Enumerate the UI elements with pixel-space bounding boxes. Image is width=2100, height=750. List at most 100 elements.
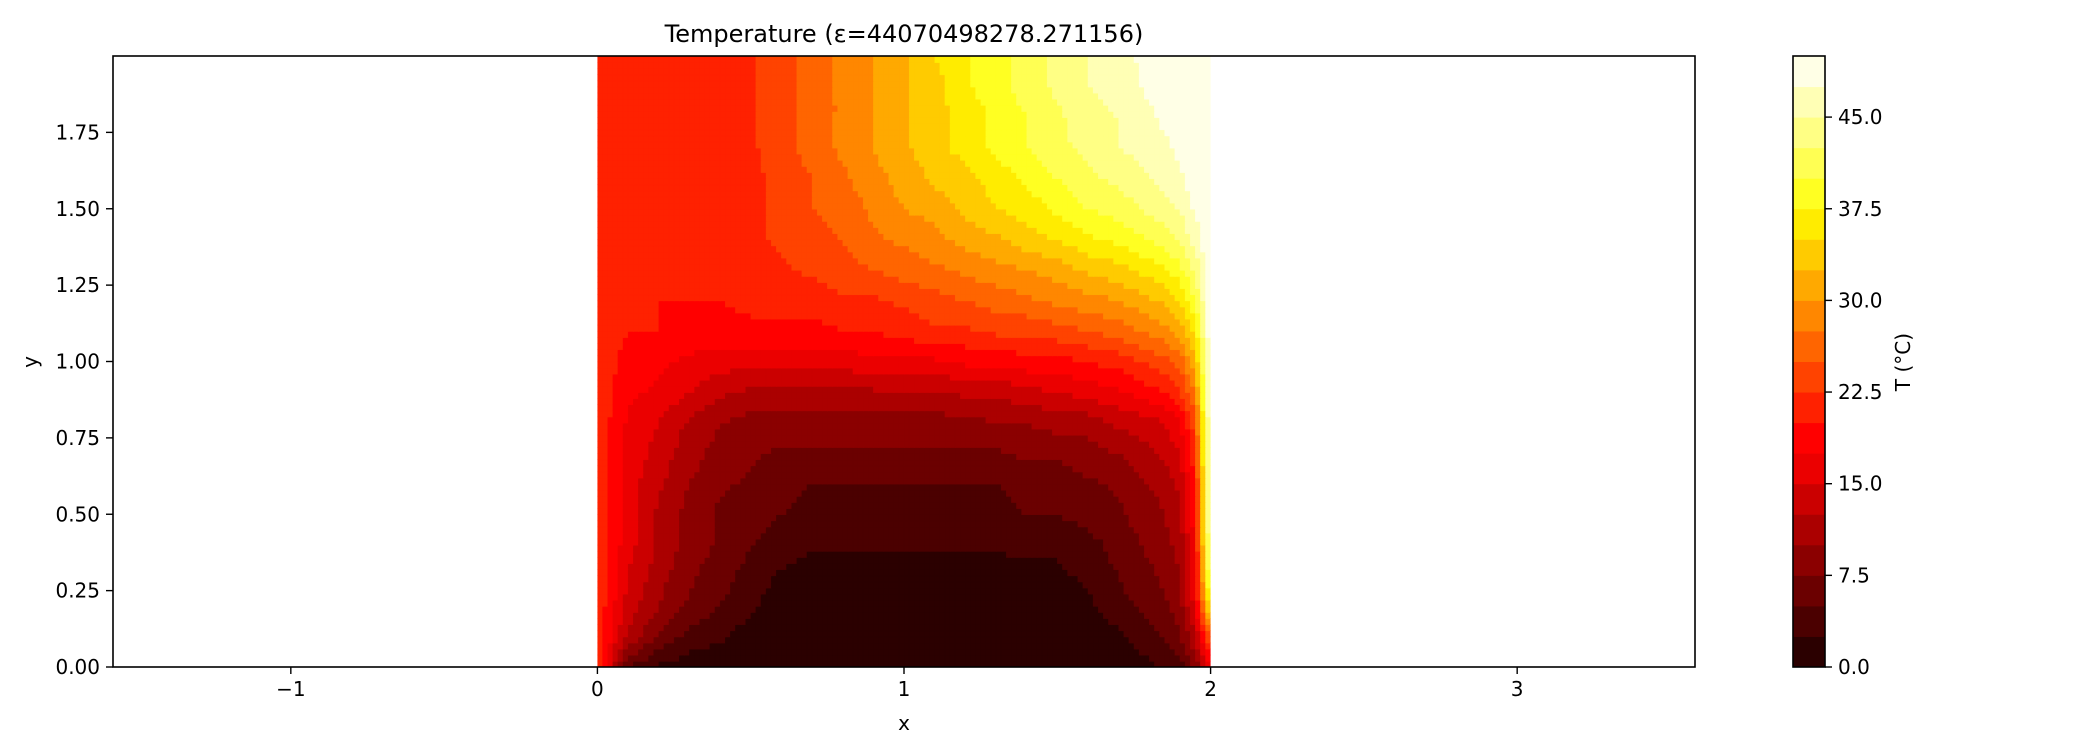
field-cell xyxy=(668,630,675,638)
field-cell xyxy=(1057,624,1064,632)
field-cell xyxy=(878,642,885,650)
field-cell xyxy=(868,520,875,528)
field-cell xyxy=(801,495,808,503)
field-cell xyxy=(1021,477,1028,485)
field-cell xyxy=(1179,514,1186,522)
field-cell xyxy=(1205,446,1211,454)
field-cell xyxy=(1036,514,1043,522)
field-cell xyxy=(1046,416,1053,424)
field-cell xyxy=(1159,642,1166,650)
field-cell xyxy=(689,599,696,607)
field-cell xyxy=(1041,495,1048,503)
field-cell xyxy=(806,605,813,613)
field-cell xyxy=(842,575,849,583)
field-cell xyxy=(699,434,706,442)
field-cell xyxy=(898,654,905,662)
field-cell xyxy=(960,587,967,595)
field-cell xyxy=(765,648,772,656)
field-cell xyxy=(1036,575,1043,583)
field-cell xyxy=(1190,422,1197,430)
field-cell xyxy=(934,569,941,577)
field-cell xyxy=(699,654,706,662)
field-cell xyxy=(750,562,757,570)
field-cell xyxy=(699,538,706,546)
field-cell xyxy=(822,593,829,601)
field-cell xyxy=(617,477,624,485)
field-cell xyxy=(735,550,742,558)
field-cell xyxy=(1118,507,1125,516)
field-cell xyxy=(786,617,793,625)
field-cell xyxy=(1205,544,1211,552)
field-cell xyxy=(868,562,875,570)
field-cell xyxy=(791,483,798,491)
field-cell xyxy=(658,556,665,564)
field-cell xyxy=(658,428,665,436)
field-cell xyxy=(806,416,813,424)
field-cell xyxy=(704,440,711,448)
field-cell xyxy=(1036,562,1043,570)
field-cell xyxy=(735,575,742,583)
field-cell xyxy=(1159,440,1166,448)
field-cell xyxy=(770,593,778,601)
field-cell xyxy=(811,465,818,473)
field-cell xyxy=(1149,630,1156,638)
field-cell xyxy=(658,636,665,644)
field-cell xyxy=(699,501,706,509)
field-cell xyxy=(1174,636,1181,644)
field-cell xyxy=(1067,569,1074,577)
field-cell xyxy=(684,483,691,491)
field-cell xyxy=(816,495,823,503)
field-cell xyxy=(1138,471,1145,479)
field-cell xyxy=(1062,434,1069,442)
field-cell xyxy=(602,507,609,516)
field-cell xyxy=(1046,569,1053,577)
field-cell xyxy=(1016,477,1023,485)
field-cell xyxy=(1133,630,1140,638)
field-cell xyxy=(960,507,967,516)
field-cell xyxy=(924,483,931,491)
field-cell xyxy=(1154,636,1161,644)
field-cell xyxy=(1016,483,1023,491)
field-cell xyxy=(638,477,645,485)
field-cell xyxy=(673,630,680,638)
field-cell xyxy=(1113,459,1120,467)
field-cell xyxy=(704,605,711,613)
field-cell xyxy=(699,581,706,589)
field-cell xyxy=(765,544,772,552)
field-cell xyxy=(868,556,875,564)
field-cell xyxy=(806,410,813,418)
field-cell xyxy=(719,611,726,619)
field-cell xyxy=(934,465,941,473)
field-cell xyxy=(914,575,921,583)
field-cell xyxy=(776,593,783,601)
field-cell xyxy=(1000,605,1007,613)
field-cell xyxy=(719,507,726,516)
field-cell xyxy=(1138,556,1145,564)
field-cell xyxy=(1205,611,1211,619)
field-cell xyxy=(827,465,834,473)
field-cell xyxy=(1000,489,1007,497)
field-cell xyxy=(627,434,634,442)
field-cell xyxy=(1087,550,1094,558)
field-cell xyxy=(934,446,941,454)
field-cell xyxy=(1144,483,1151,491)
field-cell xyxy=(1031,495,1038,503)
field-cell xyxy=(954,532,961,540)
field-cell xyxy=(643,459,650,467)
field-cell xyxy=(847,624,854,632)
field-cell xyxy=(633,446,640,454)
field-cell xyxy=(1195,624,1202,632)
field-cell xyxy=(914,630,921,638)
field-cell xyxy=(689,514,696,522)
field-cell xyxy=(735,562,742,570)
field-cell xyxy=(750,587,757,595)
field-cell xyxy=(719,446,726,454)
field-cell xyxy=(597,569,604,577)
field-cell xyxy=(975,587,982,595)
field-cell xyxy=(1149,416,1156,424)
field-cell xyxy=(755,587,762,595)
field-cell xyxy=(934,575,941,583)
field-cell xyxy=(908,410,915,418)
field-cell xyxy=(638,538,645,546)
field-cell xyxy=(1062,636,1069,644)
